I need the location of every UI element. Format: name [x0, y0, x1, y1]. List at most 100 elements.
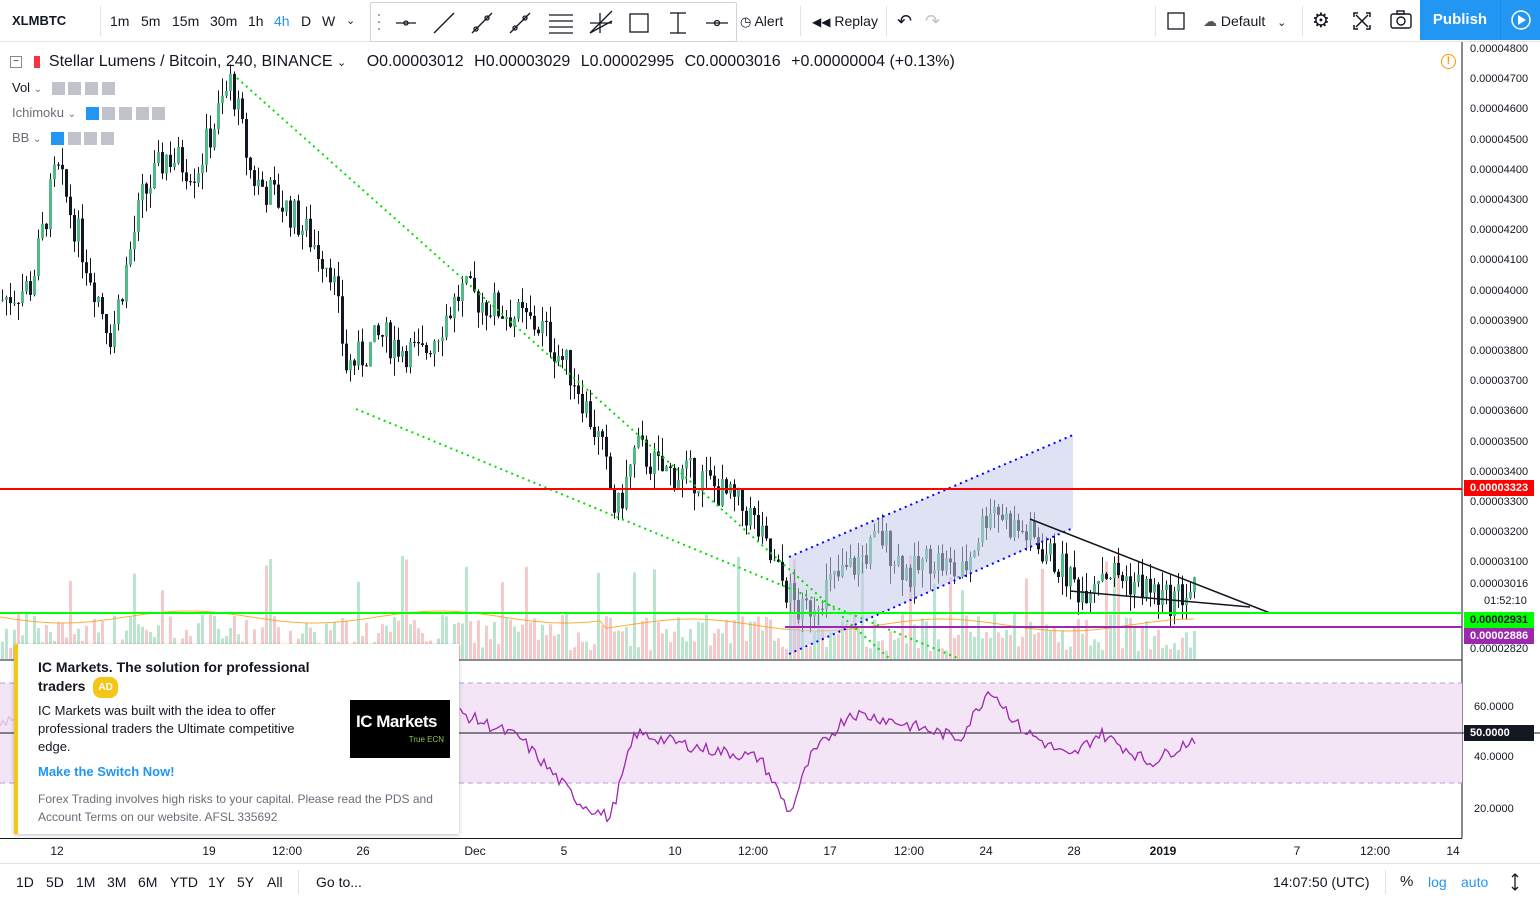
- candle-body[interactable]: [141, 183, 144, 201]
- candle-body[interactable]: [49, 179, 52, 230]
- candle-body[interactable]: [485, 302, 488, 316]
- candle-body[interactable]: [225, 90, 228, 96]
- candle-body[interactable]: [157, 152, 160, 164]
- horizontal-line-icon[interactable]: [396, 20, 416, 26]
- extended-line-icon[interactable]: [509, 12, 531, 34]
- candle-body[interactable]: [161, 152, 164, 174]
- candle-body[interactable]: [569, 350, 572, 386]
- candle-body[interactable]: [701, 471, 704, 492]
- candle-body[interactable]: [1045, 554, 1048, 562]
- range-5y[interactable]: 5Y: [237, 874, 255, 890]
- candle-body[interactable]: [17, 302, 20, 304]
- candle-body[interactable]: [429, 353, 432, 355]
- candle-body[interactable]: [1077, 579, 1080, 603]
- candle-body[interactable]: [589, 401, 592, 427]
- candle-body[interactable]: [1193, 577, 1196, 592]
- candle-body[interactable]: [213, 129, 216, 148]
- candle-body[interactable]: [1097, 581, 1100, 585]
- candle-body[interactable]: [417, 341, 420, 344]
- candle-body[interactable]: [741, 489, 744, 511]
- parallel-channel-icon[interactable]: [549, 14, 573, 34]
- indicator-ichimoku[interactable]: Ichimoku ⌄: [12, 105, 166, 121]
- candle-body[interactable]: [1181, 584, 1184, 606]
- candle-body[interactable]: [145, 183, 148, 194]
- candle-body[interactable]: [57, 164, 60, 166]
- candle-body[interactable]: [257, 179, 260, 187]
- candle-body[interactable]: [245, 119, 248, 158]
- ic-markets-logo[interactable]: IC Markets True ECN: [350, 700, 450, 758]
- candle-body[interactable]: [625, 476, 628, 509]
- candle-body[interactable]: [73, 215, 76, 242]
- candle-body[interactable]: [493, 292, 496, 317]
- candle-body[interactable]: [125, 264, 128, 302]
- candle-body[interactable]: [1089, 593, 1092, 604]
- play-icon[interactable]: [1500, 0, 1540, 40]
- candle-body[interactable]: [725, 479, 728, 494]
- candle-body[interactable]: [229, 73, 232, 91]
- candle-body[interactable]: [1057, 571, 1060, 578]
- candle-body[interactable]: [781, 561, 784, 581]
- candle-body[interactable]: [1189, 591, 1192, 598]
- candle-body[interactable]: [1137, 574, 1140, 582]
- candle-body[interactable]: [45, 223, 48, 230]
- candle-body[interactable]: [389, 322, 392, 359]
- candle-body[interactable]: [573, 385, 576, 387]
- candle-body[interactable]: [365, 365, 368, 367]
- candle-body[interactable]: [689, 458, 692, 461]
- candle-body[interactable]: [1081, 590, 1084, 603]
- candle-body[interactable]: [497, 292, 500, 317]
- candle-body[interactable]: [609, 456, 612, 489]
- triangle-line-lower[interactable]: [1069, 590, 1251, 608]
- range-all[interactable]: All: [267, 874, 283, 890]
- candle-body[interactable]: [313, 245, 316, 248]
- candle-body[interactable]: [205, 128, 208, 165]
- candle-body[interactable]: [709, 470, 712, 476]
- candle-body[interactable]: [237, 98, 240, 110]
- interval-4h[interactable]: 4h: [274, 13, 290, 29]
- candle-body[interactable]: [121, 299, 124, 302]
- candle-body[interactable]: [477, 291, 480, 313]
- candle-body[interactable]: [165, 154, 168, 174]
- series-title[interactable]: Stellar Lumens / Bitcoin, 240, BINANCE: [48, 53, 333, 70]
- candle-body[interactable]: [1117, 562, 1120, 576]
- candle-body[interactable]: [413, 341, 416, 343]
- candle-body[interactable]: [357, 341, 360, 366]
- downtrend-line-lower[interactable]: [355, 408, 961, 660]
- candle-body[interactable]: [129, 249, 132, 265]
- candle-body[interactable]: [617, 492, 620, 513]
- candle-body[interactable]: [1173, 591, 1176, 617]
- price-range-icon[interactable]: [670, 12, 686, 34]
- candle-body[interactable]: [545, 320, 548, 322]
- candle-body[interactable]: [321, 259, 324, 269]
- candle-body[interactable]: [449, 315, 452, 319]
- candle-body[interactable]: [13, 302, 16, 304]
- candle-body[interactable]: [697, 491, 700, 494]
- replay-button[interactable]: ◀◀ Replay: [812, 0, 878, 42]
- chevron-down-icon[interactable]: ⌄: [346, 15, 356, 27]
- candle-body[interactable]: [85, 262, 88, 274]
- candle-body[interactable]: [381, 335, 384, 337]
- candle-body[interactable]: [613, 488, 616, 513]
- candle-body[interactable]: [1133, 581, 1136, 595]
- price-axis[interactable]: 0.00004800 0.00004700 0.00004600 0.00004500…: [1462, 42, 1540, 863]
- candle-body[interactable]: [717, 486, 720, 506]
- candle-body[interactable]: [333, 276, 336, 283]
- candle-body[interactable]: [1049, 543, 1052, 555]
- candle-body[interactable]: [317, 245, 320, 260]
- candle-body[interactable]: [541, 320, 544, 334]
- candle-body[interactable]: [773, 559, 776, 561]
- candle-body[interactable]: [481, 302, 484, 313]
- candle-body[interactable]: [89, 273, 92, 283]
- candle-body[interactable]: [117, 299, 120, 325]
- range-6m[interactable]: 6M: [138, 874, 158, 890]
- candle-body[interactable]: [9, 297, 12, 304]
- interval-15m[interactable]: 15m: [172, 13, 200, 29]
- candle-body[interactable]: [685, 460, 688, 469]
- candle-body[interactable]: [393, 339, 396, 359]
- indicator-vol[interactable]: Vol ⌄: [12, 80, 115, 96]
- candle-body[interactable]: [649, 466, 652, 474]
- candle-body[interactable]: [337, 276, 340, 297]
- candle-body[interactable]: [349, 360, 352, 371]
- plus-icon[interactable]: [135, 107, 149, 121]
- candle-body[interactable]: [41, 223, 44, 239]
